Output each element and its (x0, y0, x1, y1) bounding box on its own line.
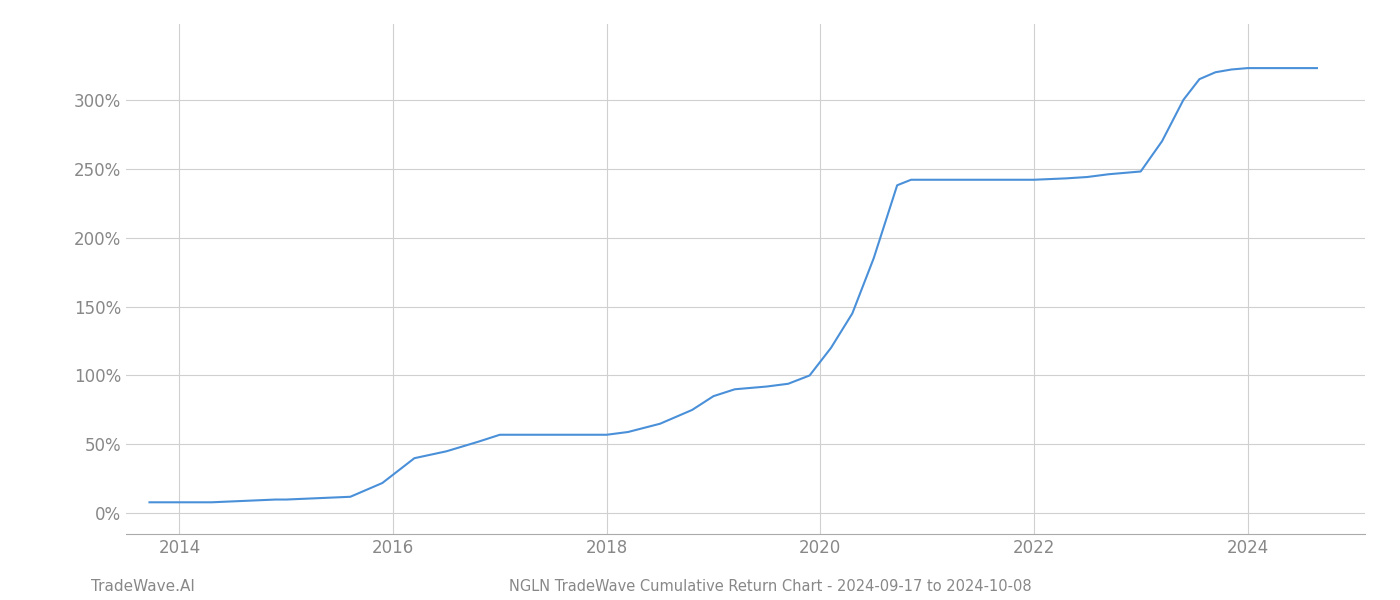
Text: NGLN TradeWave Cumulative Return Chart - 2024-09-17 to 2024-10-08: NGLN TradeWave Cumulative Return Chart -… (508, 579, 1032, 594)
Text: TradeWave.AI: TradeWave.AI (91, 579, 195, 594)
